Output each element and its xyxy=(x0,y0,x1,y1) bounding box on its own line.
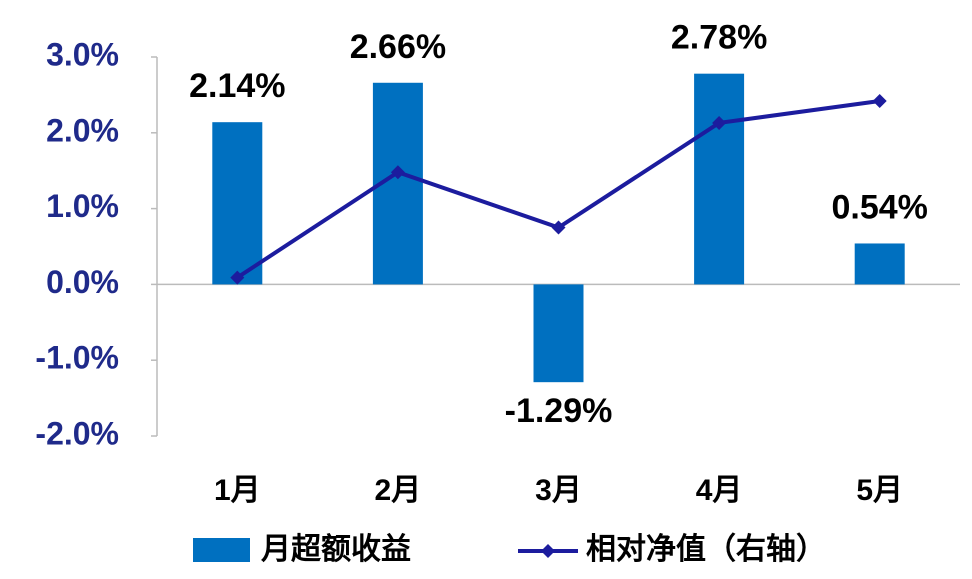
bar xyxy=(694,73,745,285)
legend-swatch xyxy=(193,538,250,562)
value-label: 2.66% xyxy=(350,28,446,66)
marker xyxy=(712,115,727,130)
y-tick-label: -1.0% xyxy=(35,340,119,376)
marker xyxy=(872,93,887,108)
line xyxy=(236,98,880,280)
value-label: 2.14% xyxy=(189,67,285,105)
value-label: -1.29% xyxy=(505,392,613,430)
marker xyxy=(390,165,405,180)
marker xyxy=(230,270,245,285)
bar xyxy=(854,243,905,285)
y-tick-label: 1.0% xyxy=(46,188,119,224)
x-tick-label: 1月 xyxy=(214,474,261,507)
y-tick-label: -2.0% xyxy=(35,415,119,451)
x-tick-label: 4月 xyxy=(696,474,743,507)
x-tick-label: 3月 xyxy=(535,474,582,507)
y-tick-label: 3.0% xyxy=(46,36,119,72)
value-label: 2.78% xyxy=(671,19,767,57)
y-tick-label: 2.0% xyxy=(46,112,119,148)
x-tick-label: 5月 xyxy=(856,474,903,507)
marker xyxy=(551,220,566,235)
value-label: 0.54% xyxy=(831,188,927,226)
bar xyxy=(212,122,263,285)
bar xyxy=(533,284,584,383)
y-tick-label: 0.0% xyxy=(46,264,119,300)
legend-label: 月超额收益 xyxy=(261,533,411,566)
legend-marker xyxy=(541,544,555,558)
x-tick-label: 2月 xyxy=(375,474,422,507)
legend-label: 相对净值（右轴） xyxy=(586,532,826,566)
